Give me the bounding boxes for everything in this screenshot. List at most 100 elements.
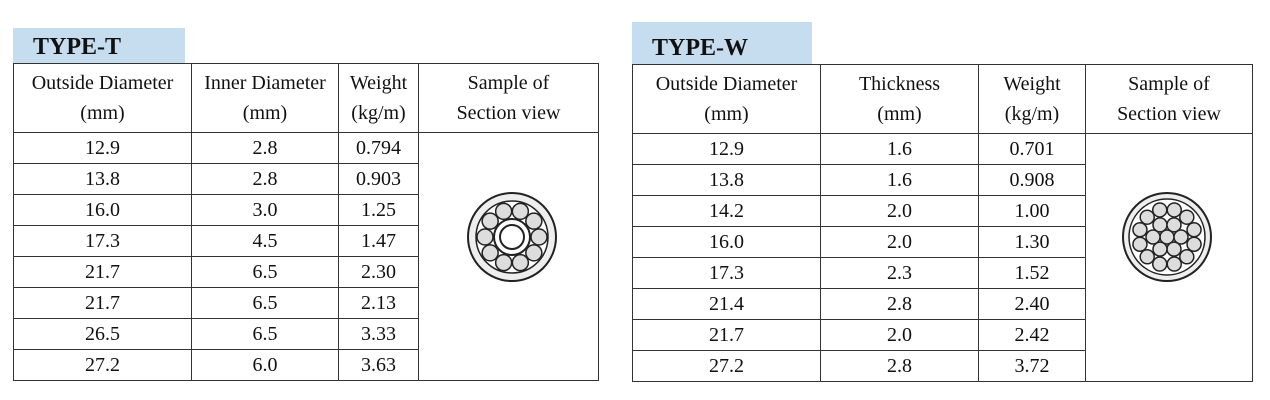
data-cell: 16.0 [13,194,192,226]
data-cell: 2.8 [820,288,979,320]
data-cell: 3.33 [338,318,419,350]
strand [1139,209,1155,225]
section-icon-type-w [1122,192,1212,282]
data-row: 26.5 6.5 3.33 [13,318,599,350]
header-line: (kg/m) [351,102,406,124]
data-cell: 2.3 [820,257,979,289]
data-cell: 0.794 [338,132,419,164]
data-row: 16.0 3.0 1.25 [13,194,599,226]
header-cell: Inner Diameter (mm) [191,63,339,133]
header-cell: Outside Diameter (mm) [632,64,821,134]
strand [525,212,543,230]
header-row: Outside Diameter (mm) Inner Diameter (mm) We… [13,63,599,133]
header-line: Weight [349,72,408,94]
data-row: 27.2 2.8 3.72 [632,350,1253,382]
strand [525,244,543,262]
data-cell: 3.0 [191,194,339,226]
type-w-block: TYPE-W Outside Diameter (mm) Thickness (mm)… [632,0,1257,400]
data-cell: 17.3 [632,257,821,289]
strand [1132,236,1148,252]
strand [1166,256,1182,272]
strand [494,202,513,221]
data-cell: 2.0 [820,195,979,227]
data-cell: 2.8 [820,350,979,382]
data-cell: 6.5 [191,256,339,288]
data-row: 17.3 4.5 1.47 [13,225,599,257]
strand [1152,241,1168,257]
data-cell: 1.6 [820,164,979,196]
strand [1145,229,1161,245]
header-line: (mm) [877,103,922,125]
data-cell: 2.30 [338,256,419,288]
header-cell: Weight (kg/m) [978,64,1086,134]
header-line: (mm) [704,103,749,125]
header-line: Sample of [1128,73,1210,95]
data-row: 12.9 2.8 0.794 [13,132,599,381]
header-line: (kg/m) [1004,103,1060,125]
data-row: 12.9 1.6 0.701 [632,133,1253,382]
data-cell: 21.7 [13,256,192,288]
strand [511,202,530,221]
strand [530,228,548,246]
data-cell: 0.903 [338,163,419,195]
data-cell: 21.7 [13,287,192,319]
strand [1179,249,1195,265]
data-row: 14.2 2.0 1.00 [632,195,1253,227]
type-t-block: TYPE-T Outside Diameter (mm) Inner Diamete… [13,0,603,400]
data-cell: 4.5 [191,225,339,257]
data-cell: 13.8 [632,164,821,196]
data-table: Outside Diameter (mm) Thickness (mm) Weight (… [632,64,1253,382]
data-cell: 27.2 [13,349,192,381]
strand [1152,202,1168,218]
header-cell: Thickness (mm) [820,64,979,134]
table-title: TYPE-T [13,28,185,63]
data-cell: 3.72 [978,350,1086,382]
data-row: 13.8 2.8 0.903 [13,163,599,195]
strand [494,253,513,272]
data-cell: 2.42 [978,319,1086,351]
header-line: Outside Diameter [31,72,174,94]
header-cell: Sample of Section view [418,63,599,133]
data-cell: 1.52 [978,257,1086,289]
header-line: Section view [456,102,561,124]
strand [1166,241,1182,257]
data-cell: 2.40 [978,288,1086,320]
section-icon-type-t [467,192,557,282]
data-cell: 2.8 [191,163,339,195]
data-cell: 12.9 [13,132,192,164]
data-cell: 6.5 [191,287,339,319]
data-cell: 27.2 [632,350,821,382]
data-cell: 1.25 [338,194,419,226]
strand [1173,229,1189,245]
table-title: TYPE-W [632,22,812,64]
data-cell: 12.9 [632,133,821,165]
header-cell: Weight (kg/m) [338,63,419,133]
header-line: Thickness [858,73,941,95]
header-line: Outside Diameter [655,73,798,95]
header-line: Weight [1003,73,1061,95]
data-cell: 3.63 [338,349,419,381]
strand [1152,217,1168,233]
data-cell: 0.908 [978,164,1086,196]
data-cell: 21.7 [632,319,821,351]
strand [481,212,499,230]
data-cell: 13.8 [13,163,192,195]
header-line: Section view [1117,103,1221,125]
strand [1186,222,1202,238]
data-row: 21.4 2.8 2.40 [632,288,1253,320]
header-line: (mm) [242,102,288,124]
header-cell: Outside Diameter (mm) [13,63,192,133]
data-cell: 2.8 [191,132,339,164]
header-row: Outside Diameter (mm) Thickness (mm) Weight (… [632,64,1253,134]
data-cell: 6.0 [191,349,339,381]
strand [511,253,530,272]
strand [1186,236,1202,252]
data-cell: 17.3 [13,225,192,257]
data-cell: 1.00 [978,195,1086,227]
data-row: 13.8 1.6 0.908 [632,164,1253,196]
data-cell: 26.5 [13,318,192,350]
strand [1179,209,1195,225]
strand [476,228,494,246]
data-cell: 0.701 [978,133,1086,165]
